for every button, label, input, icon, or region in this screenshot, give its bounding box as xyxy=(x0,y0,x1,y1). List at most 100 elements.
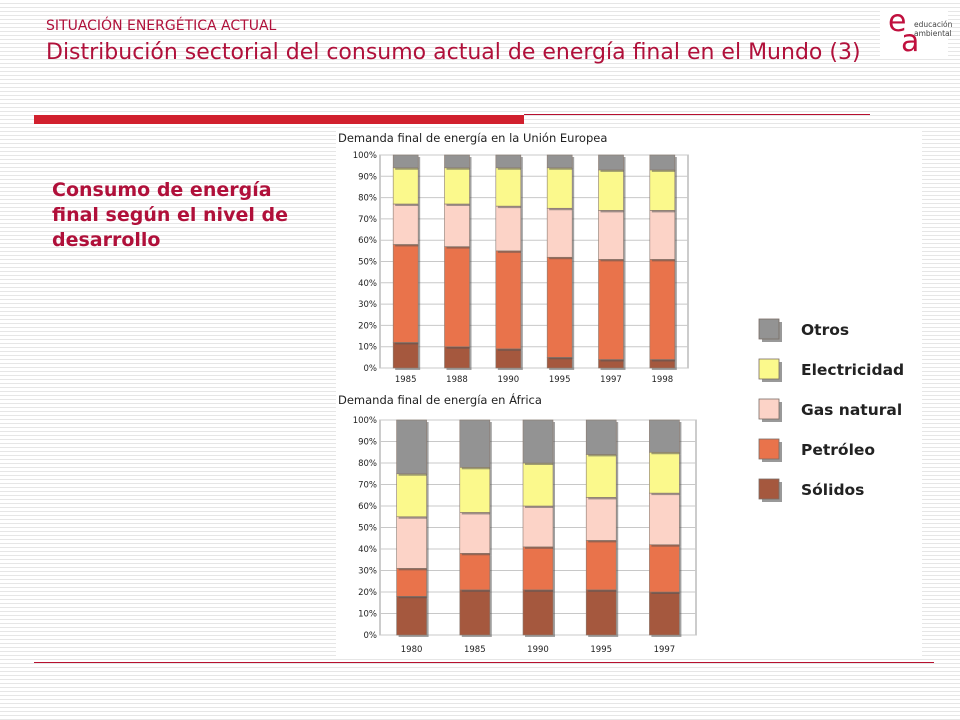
title-underline-line xyxy=(524,114,870,115)
bar-segment-solidos xyxy=(396,595,427,636)
bar-segment-electricidad xyxy=(522,462,554,507)
bar-segment-electricidad xyxy=(649,451,680,494)
bar-segment-otros xyxy=(396,419,427,475)
bar-segment-gas_natural xyxy=(444,203,470,247)
bar-segment-petroleo xyxy=(546,256,573,358)
bar-segment-otros xyxy=(459,419,491,468)
bar-segment-gas_natural xyxy=(396,516,427,569)
bar-segment-gas_natural xyxy=(495,205,522,252)
bar-segment-petroleo xyxy=(522,546,554,591)
x-tick-label: 1998 xyxy=(652,375,674,385)
y-tick-label: 30% xyxy=(358,300,377,310)
bar-segment-petroleo xyxy=(392,244,419,343)
y-tick-label: 90% xyxy=(358,172,377,182)
x-tick-label: 1997 xyxy=(600,375,622,385)
x-tick-label: 1985 xyxy=(395,375,417,385)
chart-title: Demanda final de energía en la Unión Eur… xyxy=(338,131,607,145)
bar-segment-solidos xyxy=(585,589,617,636)
bar-segment-electricidad xyxy=(495,167,522,207)
chart-panel: Demanda final de energía en la Unión Eur… xyxy=(336,128,922,658)
y-tick-label: 10% xyxy=(358,343,377,353)
legend-label-electricidad: Electricidad xyxy=(801,361,904,379)
legend-swatch-electricidad xyxy=(758,358,780,380)
bar-segment-gas_natural xyxy=(522,505,554,548)
y-tick-label: 60% xyxy=(358,502,377,512)
x-tick-label: 1985 xyxy=(464,645,486,655)
x-tick-label: 1990 xyxy=(498,375,520,385)
bar-segment-electricidad xyxy=(598,169,624,211)
bar-segment-solidos xyxy=(444,346,470,369)
legend-label-petroleo: Petróleo xyxy=(801,441,875,459)
y-tick-label: 10% xyxy=(358,610,377,620)
legend-swatch-gas_natural xyxy=(758,398,780,420)
x-tick-label: 1997 xyxy=(654,645,676,655)
bar-segment-petroleo xyxy=(396,568,427,597)
y-tick-label: 90% xyxy=(358,438,377,448)
bar-segment-otros xyxy=(598,154,624,171)
y-tick-label: 60% xyxy=(358,236,377,246)
section-kicker: SITUACIÓN ENERGÉTICA ACTUAL xyxy=(46,18,277,34)
y-tick-label: 70% xyxy=(358,215,377,225)
title-underline-bar xyxy=(34,115,524,124)
logo: e a educación ambiental xyxy=(880,4,952,59)
bar-segment-otros xyxy=(649,419,680,453)
legend-label-otros: Otros xyxy=(801,321,849,339)
y-tick-label: 30% xyxy=(358,567,377,577)
slide-title: Distribución sectorial del consumo actua… xyxy=(46,40,861,65)
bar-segment-petroleo xyxy=(495,250,522,350)
logo-letter-a: a xyxy=(901,24,920,59)
bar-segment-otros xyxy=(444,154,470,169)
legend-swatch-petroleo xyxy=(758,438,780,460)
logo-line-2: ambiental xyxy=(914,29,952,38)
bar-segment-gas_natural xyxy=(459,512,491,554)
bar-segment-petroleo xyxy=(649,544,680,593)
bar-segment-solidos xyxy=(459,589,491,636)
bar-segment-petroleo xyxy=(598,259,624,360)
bar-segment-gas_natural xyxy=(598,210,624,260)
y-tick-label: 40% xyxy=(358,545,377,555)
logo-text: educación ambiental xyxy=(914,20,952,38)
bar-segment-electricidad xyxy=(396,473,427,518)
bar-segment-otros xyxy=(649,154,676,171)
bar-segment-petroleo xyxy=(649,259,676,360)
bar-segment-electricidad xyxy=(585,454,617,498)
y-tick-label: 70% xyxy=(358,481,377,491)
logo-letter-e: e xyxy=(888,4,907,39)
y-tick-label: 80% xyxy=(358,194,377,204)
bar-segment-solidos xyxy=(495,348,522,369)
bar-segment-electricidad xyxy=(649,169,676,211)
bar-segment-otros xyxy=(392,154,419,169)
y-tick-label: 100% xyxy=(353,416,377,426)
y-tick-label: 50% xyxy=(358,524,377,534)
logo-line-1: educación xyxy=(914,20,953,29)
y-tick-label: 0% xyxy=(364,364,378,374)
bar-segment-petroleo xyxy=(585,540,617,591)
charts-svg: Demanda final de energía en la Unión Eur… xyxy=(338,131,904,655)
bar-segment-petroleo xyxy=(459,552,491,591)
bar-segment-petroleo xyxy=(444,246,470,347)
bar-segment-gas_natural xyxy=(585,497,617,541)
bar-segment-otros xyxy=(546,154,573,169)
bar-segment-electricidad xyxy=(392,167,419,205)
bar-segment-electricidad xyxy=(444,167,470,205)
bar-segment-gas_natural xyxy=(649,492,680,546)
footer-line xyxy=(34,662,934,663)
bar-segment-solidos xyxy=(392,342,419,369)
bar-segment-electricidad xyxy=(459,466,491,513)
bar-segment-gas_natural xyxy=(649,210,676,260)
y-tick-label: 40% xyxy=(358,279,377,289)
bar-segment-otros xyxy=(495,154,522,169)
y-tick-label: 0% xyxy=(364,631,378,641)
slide-subtitle: Consumo de energía final según el nivel … xyxy=(52,179,288,251)
x-tick-label: 1995 xyxy=(590,645,612,655)
legend-label-gas_natural: Gas natural xyxy=(801,401,902,419)
x-tick-label: 1988 xyxy=(446,375,468,385)
x-tick-label: 1990 xyxy=(527,645,549,655)
x-tick-label: 1995 xyxy=(549,375,571,385)
y-tick-label: 20% xyxy=(358,321,377,331)
bar-segment-otros xyxy=(522,419,554,464)
x-tick-label: 1980 xyxy=(401,645,423,655)
legend-swatch-solidos xyxy=(758,478,780,500)
bar-segment-solidos xyxy=(649,591,680,636)
legend-swatch-otros xyxy=(758,318,780,340)
